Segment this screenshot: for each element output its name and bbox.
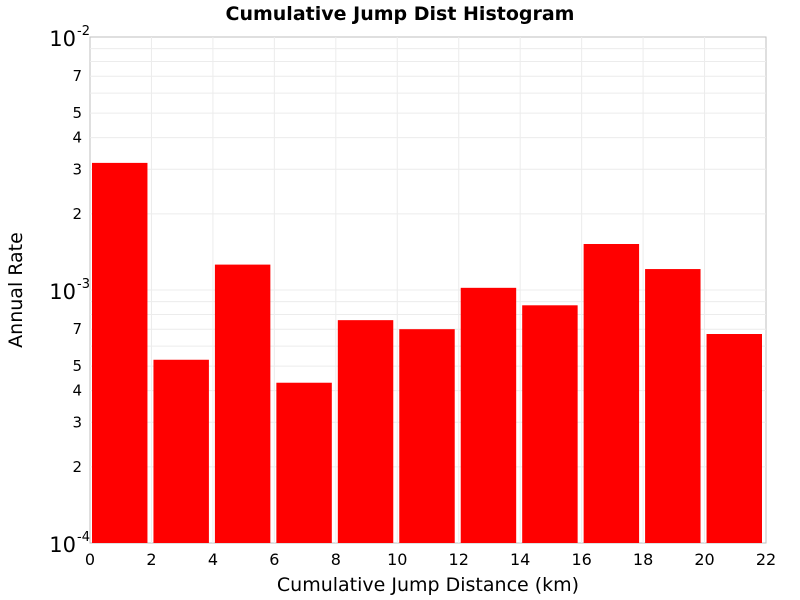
y-tick-exponent: -4: [77, 530, 90, 545]
histogram-bar: [706, 334, 762, 543]
bars: [92, 162, 762, 544]
y-tick-exponent: -2: [77, 24, 90, 39]
chart-title: Cumulative Jump Dist Histogram: [226, 3, 575, 25]
x-tick-label: 4: [208, 550, 218, 569]
x-tick-label: 6: [269, 550, 279, 569]
y-tick-label-minor: 2: [72, 205, 82, 223]
y-tick-label-minor: 4: [72, 129, 82, 147]
histogram-bar: [337, 320, 394, 543]
histogram-bar: [522, 305, 578, 543]
y-tick-exponent: -3: [77, 277, 90, 292]
histogram-bar: [214, 264, 271, 543]
y-axis-label: Annual Rate: [5, 232, 27, 348]
y-tick-label-major: 10: [49, 280, 76, 304]
y-tick-label-minor: 3: [72, 413, 82, 431]
x-axis-label: Cumulative Jump Distance (km): [277, 574, 579, 596]
y-tick-label-minor: 4: [72, 382, 82, 400]
x-axis-ticks: 0 2 4 6 8 10 12 14 16 18 20 22: [85, 550, 776, 569]
x-tick-label: 22: [756, 550, 776, 569]
histogram-bar: [583, 243, 640, 543]
x-tick-label: 20: [694, 550, 714, 569]
y-tick-label-minor: 5: [72, 104, 82, 122]
histogram-bar: [276, 382, 332, 543]
x-tick-label: 16: [571, 550, 591, 569]
x-tick-label: 12: [449, 550, 469, 569]
x-tick-label: 2: [146, 550, 156, 569]
histogram-bar: [399, 329, 455, 543]
y-tick-label-major: 10: [49, 533, 76, 557]
x-tick-label: 8: [331, 550, 341, 569]
histogram-bar: [153, 359, 209, 543]
y-tick-label-minor: 3: [72, 160, 82, 178]
x-tick-label: 0: [85, 550, 95, 569]
y-tick-label-minor: 7: [72, 67, 82, 85]
x-tick-label: 18: [633, 550, 653, 569]
y-tick-label-major: 10: [49, 27, 76, 51]
x-tick-label: 10: [387, 550, 407, 569]
histogram-bar: [92, 162, 148, 544]
y-tick-label-minor: 5: [72, 357, 82, 375]
y-tick-label-minor: 7: [72, 320, 82, 338]
x-tick-label: 14: [510, 550, 530, 569]
histogram-bar: [460, 287, 517, 543]
histogram-bar: [645, 269, 701, 543]
y-tick-label-minor: 2: [72, 458, 82, 476]
